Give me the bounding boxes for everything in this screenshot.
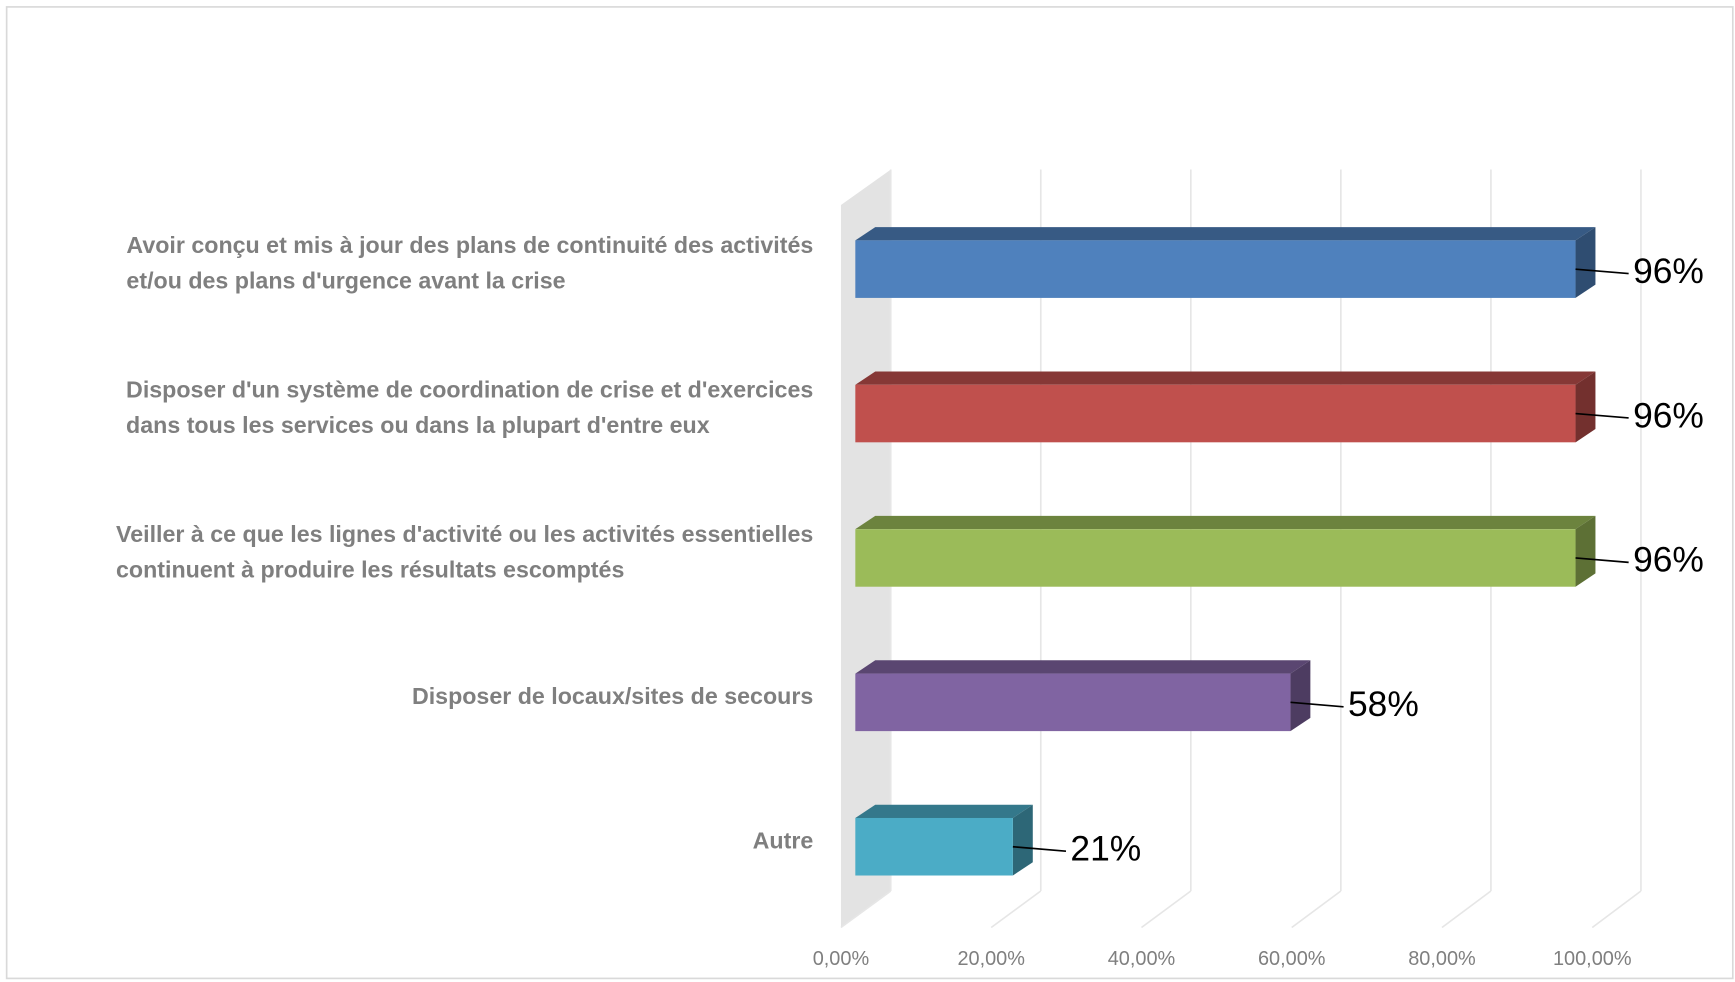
- category-label-line: et/ou des plans d'urgence avant la crise: [126, 268, 565, 294]
- category-label-line: Avoir conçu et mis à jour des plans de c…: [126, 232, 813, 258]
- bar: [855, 673, 1291, 732]
- leader-line: [1575, 412, 1629, 419]
- leader-line: [1575, 268, 1629, 275]
- value-label: 58%: [1348, 684, 1419, 724]
- bar: [855, 384, 1576, 443]
- x-tick-label: 20,00%: [957, 948, 1025, 970]
- floor-line: [1291, 890, 1342, 929]
- category-label: Autre: [753, 827, 814, 853]
- leader-line: [1290, 701, 1344, 708]
- bar-side: [1575, 227, 1596, 298]
- category-label: Veiller à ce que les lignes d'activité o…: [116, 521, 813, 582]
- bar-group: 96%: [855, 515, 1704, 587]
- x-tick-label: 60,00%: [1258, 948, 1326, 970]
- floor-line: [1591, 890, 1642, 929]
- floor-line: [1140, 890, 1192, 929]
- bar-side: [1575, 515, 1596, 587]
- category-label-line: Disposer de locaux/sites de secours: [412, 683, 813, 709]
- x-tick-label: 0,00%: [813, 948, 869, 970]
- leader-line: [1575, 557, 1629, 564]
- bar: [855, 817, 1013, 876]
- floor-line: [990, 890, 1042, 929]
- floor-line: [1441, 890, 1492, 929]
- category-label: Disposer de locaux/sites de secours: [412, 683, 813, 709]
- category-label-line: Disposer d'un système de coordination de…: [126, 377, 813, 403]
- bar-group: 96%: [855, 371, 1704, 443]
- category-label-line: continuent à produire les résultats esco…: [116, 556, 624, 582]
- bar-group: 58%: [855, 660, 1419, 732]
- category-label-line: Veiller à ce que les lignes d'activité o…: [116, 521, 813, 547]
- bar-side: [1575, 371, 1596, 443]
- bar: [855, 529, 1576, 587]
- bar-side: [1290, 660, 1311, 732]
- value-label: 96%: [1633, 395, 1704, 435]
- bar-top: [855, 660, 1311, 674]
- bar-group: 21%: [855, 804, 1141, 876]
- leader-line: [1012, 845, 1067, 852]
- category-label: Disposer d'un système de coordination de…: [126, 377, 813, 438]
- bar-group: 96%: [855, 227, 1704, 298]
- x-tick-label: 80,00%: [1408, 948, 1476, 970]
- bar: [855, 240, 1576, 298]
- x-tick-label: 100,00%: [1553, 948, 1632, 970]
- category-label-line: Autre: [753, 827, 814, 853]
- bar-top: [855, 515, 1596, 530]
- category-label-line: dans tous les services ou dans la plupar…: [126, 412, 710, 438]
- x-tick-label: 40,00%: [1108, 948, 1176, 970]
- floor-line: [840, 890, 892, 929]
- value-label: 21%: [1070, 829, 1141, 869]
- category-label: Avoir conçu et mis à jour des plans de c…: [126, 232, 813, 293]
- value-label: 96%: [1633, 251, 1704, 291]
- value-label: 96%: [1633, 540, 1704, 580]
- bar-top: [855, 804, 1033, 818]
- bar-top: [855, 227, 1596, 241]
- bar-top: [855, 371, 1596, 385]
- bar-side: [1012, 804, 1033, 876]
